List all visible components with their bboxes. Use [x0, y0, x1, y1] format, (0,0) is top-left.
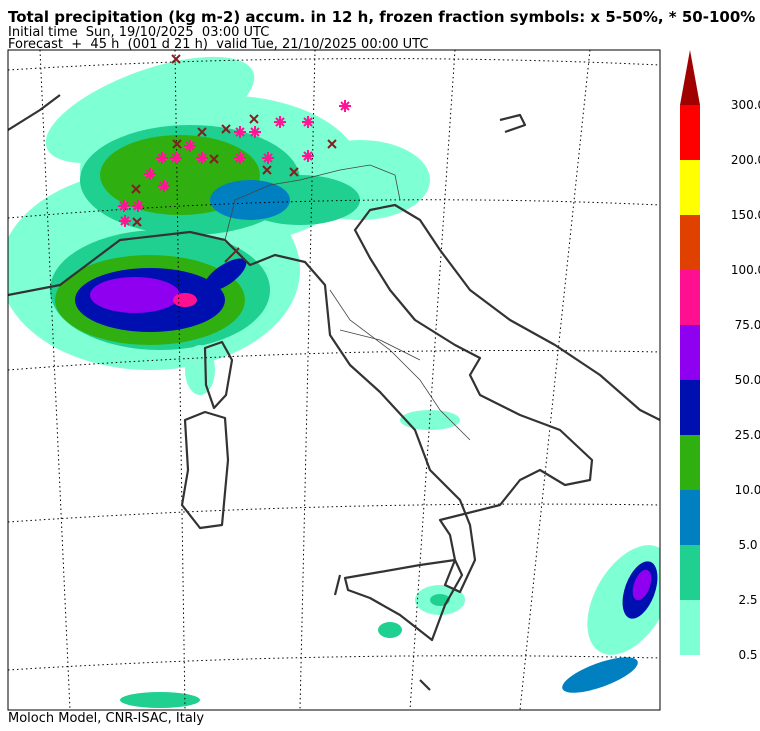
map-frame [7, 49, 661, 711]
coastline [8, 94, 660, 691]
footer: Moloch Model, CNR-ISAC, Italy [8, 711, 204, 726]
initial-time: Initial time Sun, 19/10/2025 03:00 UTC [8, 25, 269, 40]
colorbar-bin [680, 490, 700, 545]
map [7, 49, 661, 711]
colorbar-label: 150.0 [731, 208, 760, 222]
colorbar-bin [680, 270, 700, 325]
colorbar-label: 75.0 [735, 318, 760, 332]
colorbar-label: 0.5 [738, 648, 757, 662]
colorbar-bin [680, 325, 700, 380]
colorbar-bin [680, 380, 700, 435]
colorbar-bin [680, 545, 700, 600]
colorbar-bin [680, 215, 700, 270]
colorbar-label: 25.0 [735, 428, 760, 442]
colorbar-label: 50.0 [735, 373, 760, 387]
colorbar-bin [680, 435, 700, 490]
precip-field [8, 56, 660, 708]
frozen-symbols [118, 54, 351, 263]
colorbar-label: 10.0 [735, 483, 760, 497]
title: Total precipitation (kg m-2) accum. in 1… [8, 8, 755, 26]
colorbar-label: 300.0 [731, 98, 760, 112]
colorbar: 0.5 2.5 5.0 10.0 25.0 50.0 75.0 100.0 150.0 200.0… [680, 50, 760, 662]
colorbar-label: 2.5 [738, 593, 757, 607]
graticule [8, 50, 660, 710]
colorbar-bin [680, 160, 700, 215]
forecast-time: Forecast + 45 h (001 d 21 h) valid Tue, … [8, 37, 428, 52]
colorbar-label: 5.0 [738, 538, 757, 552]
borders [224, 164, 471, 441]
colorbar-arrow [680, 50, 700, 105]
colorbar-bin [680, 105, 700, 160]
colorbar-label: 100.0 [731, 263, 760, 277]
colorbar-bin [680, 600, 700, 655]
colorbar-label: 200.0 [731, 153, 760, 167]
